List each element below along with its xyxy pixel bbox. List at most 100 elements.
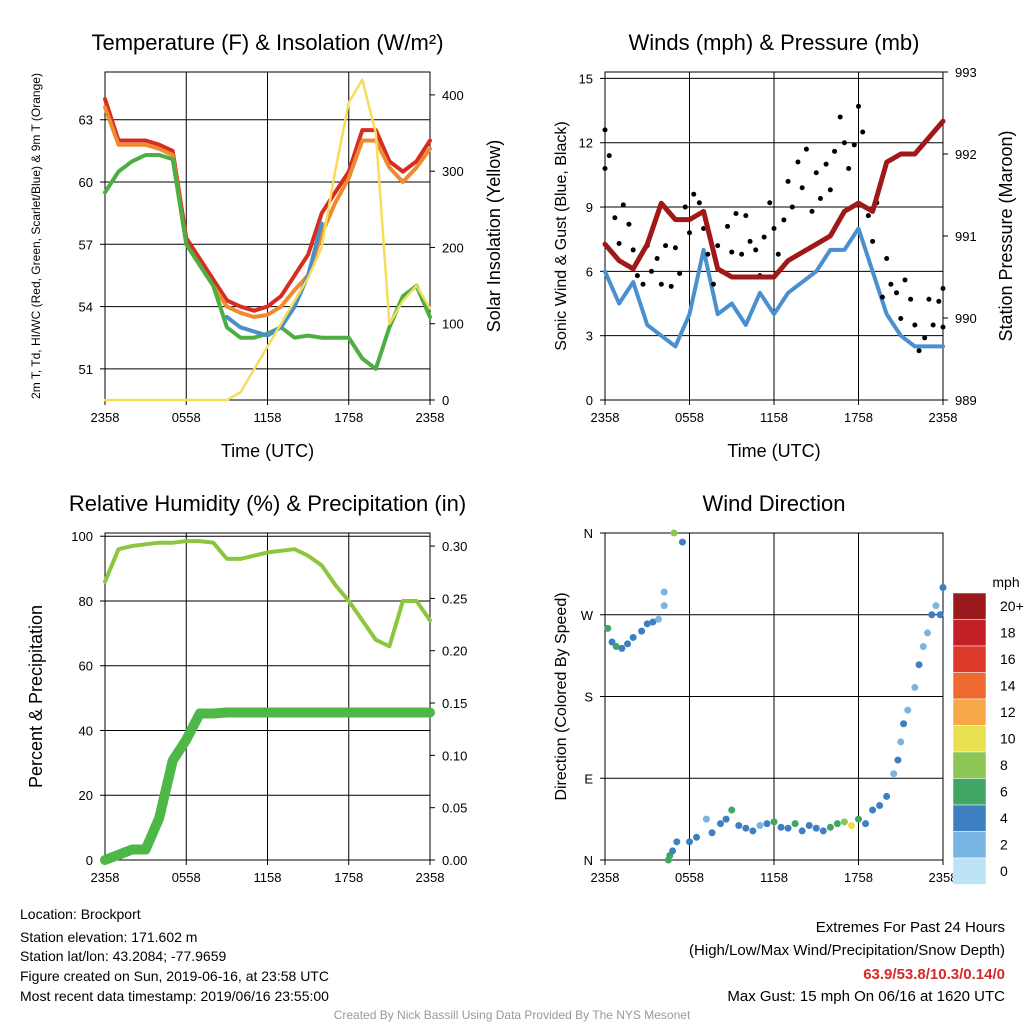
wind-xtick-label: 2358 [929, 410, 958, 425]
wind-gust-point [781, 217, 787, 223]
wind-gust-point [930, 322, 936, 328]
dir-point [756, 821, 764, 829]
rh-ytick-right-label: 0.15 [442, 696, 467, 711]
dir-legend-swatch [952, 831, 987, 859]
wind-ylabel-right: Station Pressure (Maroon) [996, 130, 1016, 341]
extremes-max-gust: Max Gust: 15 mph On 06/16 at 1620 UTC [727, 988, 1005, 1005]
temp-ylabel-right: Solar Insolation (Yellow) [484, 140, 504, 332]
dir-point [655, 615, 663, 623]
wind-gust-point [761, 234, 767, 240]
temp-ytick-label: 57 [79, 237, 93, 252]
dir-ytick-label: N [584, 526, 593, 541]
rh-series-relative-humidity [103, 539, 432, 649]
dir-point [826, 823, 834, 831]
dir-ylabel-left: Direction (Colored By Speed) [553, 592, 570, 800]
wind-ytick-right-label: 991 [955, 229, 977, 244]
dir-point [847, 821, 855, 829]
wind-gust-point [775, 251, 781, 257]
dir-point [939, 584, 947, 591]
dir-point [894, 756, 902, 764]
wind-gust-point [940, 286, 946, 292]
wind-ylabel-left: Sonic Wind & Gust (Blue, Black) [553, 121, 570, 350]
dir-point [708, 829, 716, 837]
rh-xtick-label: 2358 [91, 870, 120, 885]
rh-xtick-label: 1158 [254, 870, 282, 885]
wind-ytick-label: 9 [586, 200, 593, 215]
dir-point [812, 824, 820, 832]
temp-series-solar-insolation [103, 78, 432, 402]
dir-point [833, 820, 841, 828]
dir-legend-swatch [952, 645, 987, 673]
dir-point [669, 847, 677, 855]
dir-point [819, 827, 827, 835]
dir-legend-label: 20+ [1000, 598, 1024, 614]
wind-gust-point [832, 148, 838, 154]
rh-title: Relative Humidity (%) & Precipitation (i… [69, 491, 466, 516]
dir-point [638, 627, 646, 635]
wind-series-sonic-wind [603, 226, 945, 349]
dir-legend-label: 16 [1000, 651, 1016, 667]
temp-title: Temperature (F) & Insolation (W/m²) [91, 30, 443, 55]
wind-gust-point [696, 200, 702, 206]
dir-legend-swatch [952, 698, 987, 726]
dir-point [932, 602, 940, 610]
wind-gust-point [677, 271, 683, 277]
credit: Created By Nick Bassill Using Data Provi… [333, 1008, 691, 1022]
dir-point [876, 802, 884, 809]
temp-xtick-label: 0558 [172, 410, 201, 425]
dir-legend-label: 2 [1000, 837, 1008, 853]
temp-ytick-right-label: 300 [442, 164, 464, 179]
rh-ytick-right-label: 0.25 [442, 591, 467, 606]
dir-legend-swatch [952, 725, 987, 753]
wind-gust-point [620, 202, 626, 208]
dir-legend-title: mph [992, 574, 1019, 590]
wind-gust-point [851, 142, 857, 148]
dir-point [678, 538, 686, 546]
dir-legend-label: 0 [1000, 863, 1008, 879]
dir-point [749, 827, 757, 835]
dir-xtick-label: 1158 [760, 870, 788, 885]
dir-legend-swatch [952, 672, 987, 700]
temp-ylabel-left: 2m T, Td, HI/WC (Red, Green, Scarlet/Blu… [29, 73, 43, 399]
wind-gust-point [658, 281, 664, 287]
wind-gust-point [743, 213, 749, 219]
rh-ytick-right-label: 0.10 [442, 748, 467, 763]
wind-ytick-right-label: 989 [955, 393, 977, 408]
temp-ytick-right-label: 400 [442, 88, 464, 103]
dir-point [862, 820, 870, 828]
dir-point [791, 820, 799, 828]
extremes-title: Extremes For Past 24 Hours [815, 919, 1005, 936]
dir-legend-label: 8 [1000, 757, 1008, 773]
dir-point [643, 620, 651, 628]
rh-ytick-label: 40 [79, 723, 93, 738]
wind-gust-point [799, 185, 805, 191]
wind-gust-point [654, 256, 660, 262]
wind-gust-point [663, 243, 669, 249]
dir-point [702, 815, 710, 823]
wind-xlabel: Time (UTC) [727, 441, 820, 461]
wind-gust-point [809, 208, 815, 214]
wind-gust-point [672, 245, 678, 251]
dir-point [798, 827, 806, 835]
temp-ytick-label: 63 [79, 113, 93, 128]
wind-gust-point [630, 247, 636, 253]
dir-title: Wind Direction [702, 491, 845, 516]
wind-gust-point [612, 215, 618, 221]
wind-gust-point [940, 324, 946, 330]
wind-xtick-label: 2358 [591, 410, 620, 425]
wind-gust-point [865, 213, 871, 219]
dir-point [728, 806, 736, 814]
wind-gust-point [640, 281, 646, 287]
rh-ytick-right-label: 0.30 [442, 539, 467, 554]
temp-ytick-right-label: 0 [442, 393, 449, 408]
wind-gust-point [936, 298, 942, 304]
temp-xtick-label: 1758 [334, 410, 363, 425]
dir-point [840, 818, 848, 826]
dir-legend-label: 14 [1000, 678, 1016, 694]
dir-point [784, 824, 792, 832]
wind-gust-point [733, 210, 739, 216]
dir-point [660, 602, 668, 610]
wind-gust-point [837, 114, 843, 120]
wind-gust-point [648, 268, 654, 274]
